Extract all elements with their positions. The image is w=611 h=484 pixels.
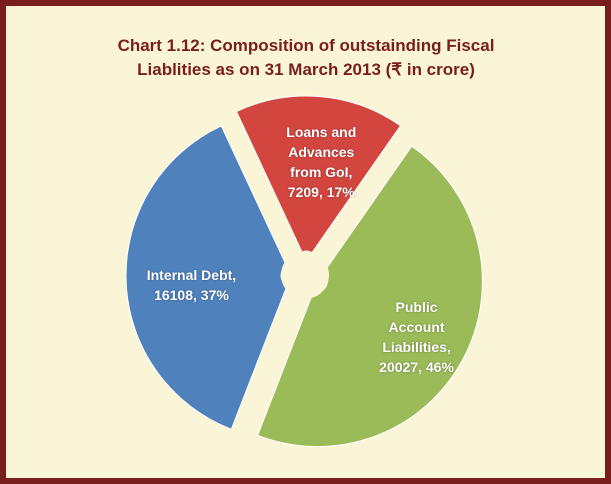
data-label: Internal Debt, 16108, 37% xyxy=(146,266,237,303)
chart-title: Chart 1.12: Composition of outstainding … xyxy=(117,36,495,79)
data-label: Loans and Advances from GoI, 7209, 17% xyxy=(286,123,357,200)
data-label: Public Account Liabilities, 20027, 46% xyxy=(379,299,454,376)
plot xyxy=(125,95,483,448)
center-hole xyxy=(281,251,329,299)
